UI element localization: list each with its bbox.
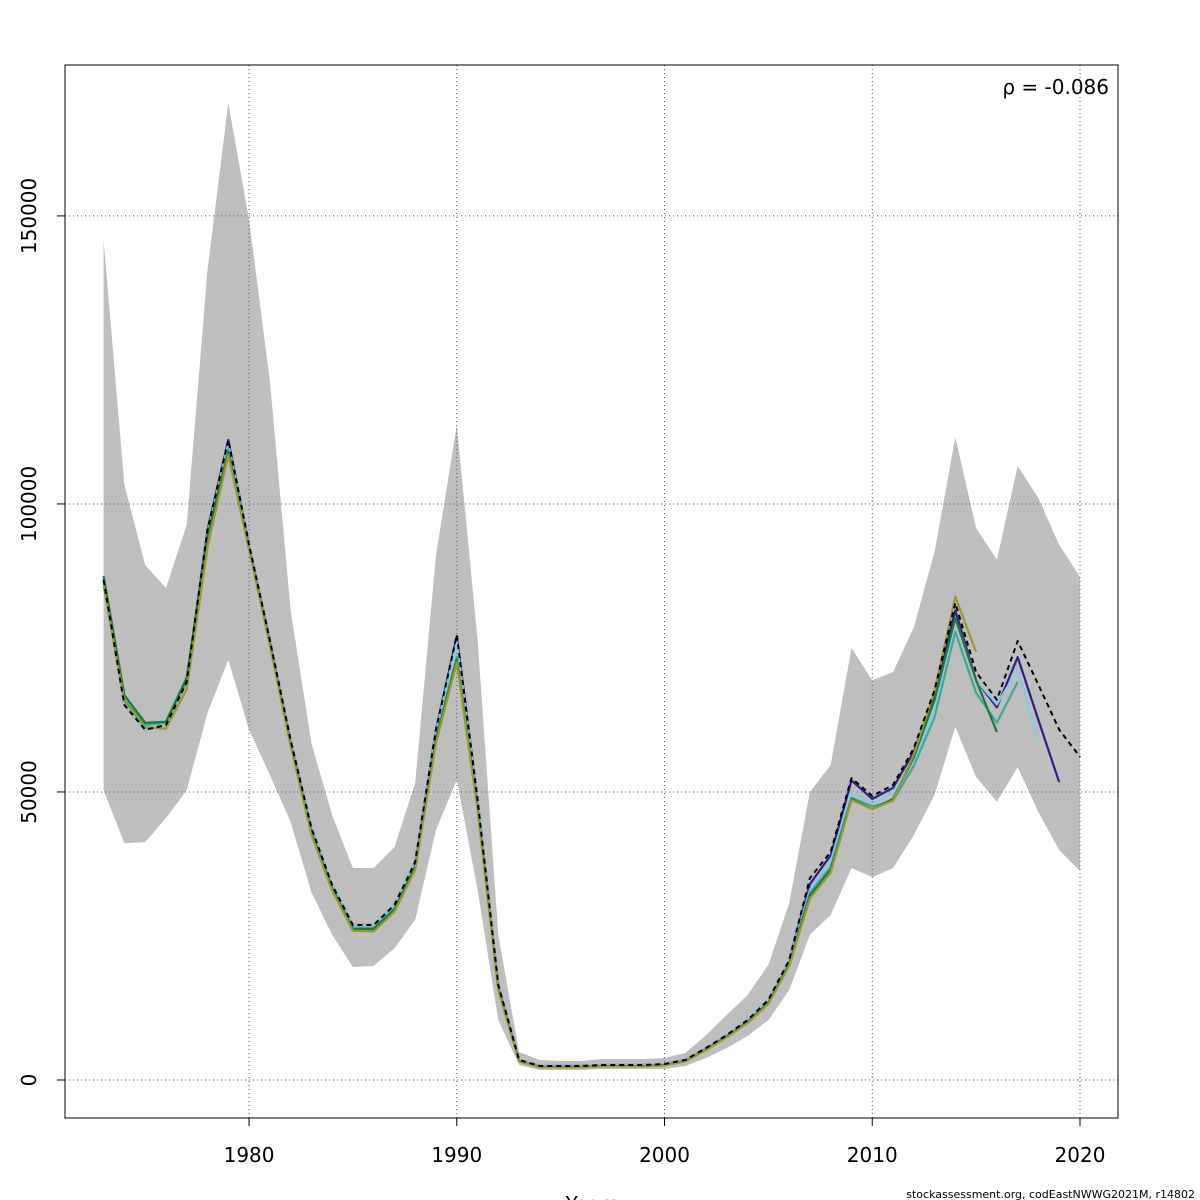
- y-tick-label: 150000: [17, 178, 41, 254]
- series-line: [102, 453, 978, 1069]
- x-axis-label: Years: [565, 1192, 619, 1200]
- series-line: [102, 439, 1081, 1067]
- y-tick-label: 0: [17, 1074, 41, 1087]
- x-tick-label: 2010: [847, 1143, 898, 1167]
- x-tick-label: 1990: [431, 1143, 482, 1167]
- x-tick-label: 1980: [224, 1143, 275, 1167]
- y-tick-label: 50000: [17, 760, 41, 824]
- y-tick-label: 100000: [17, 466, 41, 542]
- x-tick-label: 2020: [1055, 1143, 1106, 1167]
- x-tick-label: 2000: [639, 1143, 690, 1167]
- footer: stockassessment.org, codEastNWWG2021M, r…: [906, 1188, 1195, 1200]
- confidence-band: [103, 103, 1081, 1070]
- annotation: ρ = -0.086: [1002, 75, 1109, 99]
- plot-frame: [64, 64, 1119, 1119]
